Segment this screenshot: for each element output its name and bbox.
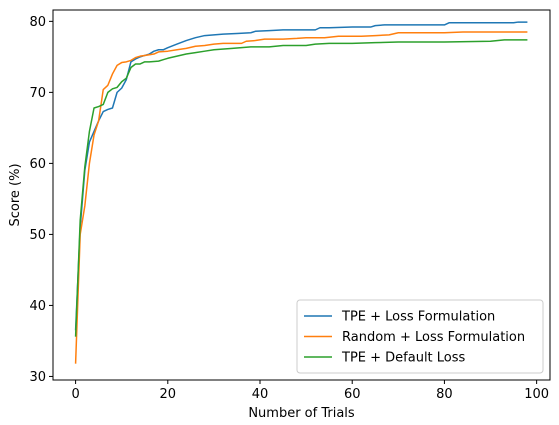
legend-box xyxy=(296,299,544,374)
y-axis: 30 40 50 60 70 80 xyxy=(29,15,53,385)
x-tick-label: 0 xyxy=(71,387,79,402)
x-tick-label: 100 xyxy=(524,387,549,402)
series-line-1 xyxy=(74,21,528,331)
x-axis: 0 20 40 60 80 100 xyxy=(71,380,549,402)
x-axis-label: Number of Trials xyxy=(248,406,355,421)
x-tick-label: 60 xyxy=(344,387,361,402)
legend-label-3: TPE + Default Loss xyxy=(341,351,466,366)
x-tick-label: 40 xyxy=(252,387,269,402)
series-line-3 xyxy=(74,39,528,337)
axes-frame xyxy=(52,9,551,381)
legend: TPE + Loss Formulation Random + Loss Form… xyxy=(296,299,544,374)
y-tick-label: 80 xyxy=(29,15,46,30)
y-tick-label: 50 xyxy=(29,228,46,243)
y-tick-label: 30 xyxy=(29,370,46,385)
x-tick-label: 20 xyxy=(160,387,177,402)
y-tick-label: 40 xyxy=(29,299,46,314)
x-tick-label: 80 xyxy=(436,387,453,402)
y-axis-label: Score (%) xyxy=(8,163,23,226)
legend-label-2: Random + Loss Formulation xyxy=(342,330,525,345)
plot-area xyxy=(74,21,528,364)
legend-label-1: TPE + Loss Formulation xyxy=(341,310,495,325)
y-tick-label: 70 xyxy=(29,86,46,101)
series-line-2 xyxy=(74,31,528,364)
y-tick-label: 60 xyxy=(29,157,46,172)
